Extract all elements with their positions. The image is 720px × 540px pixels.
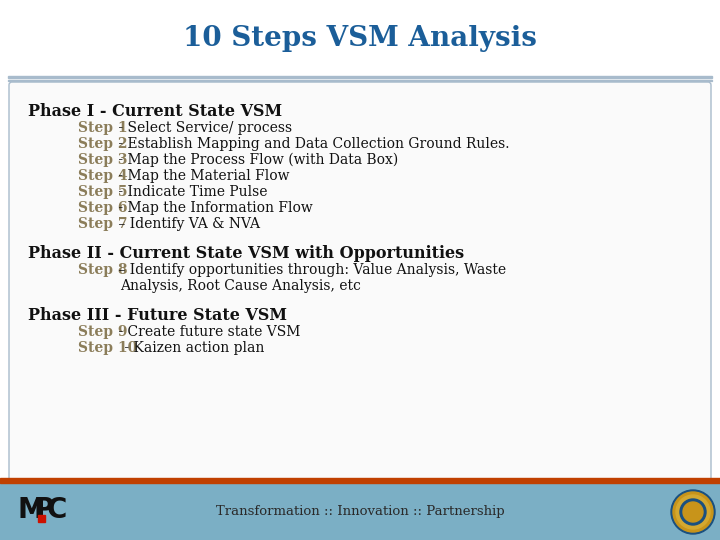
Text: Step 9: Step 9 xyxy=(78,325,127,339)
Text: Step 4: Step 4 xyxy=(78,169,127,183)
Text: - Establish Mapping and Data Collection Ground Rules.: - Establish Mapping and Data Collection … xyxy=(114,137,510,151)
Text: Step 3: Step 3 xyxy=(78,153,127,167)
Text: - Map the Material Flow: - Map the Material Flow xyxy=(114,169,289,183)
Text: Step 6: Step 6 xyxy=(78,201,127,215)
Text: P: P xyxy=(33,496,53,524)
Circle shape xyxy=(680,499,706,525)
Text: – Identify opportunities through: Value Analysis, Waste: – Identify opportunities through: Value … xyxy=(114,263,506,277)
Text: M: M xyxy=(18,496,45,524)
Bar xyxy=(0,478,720,483)
Text: Phase II - Current State VSM with Opportunities: Phase II - Current State VSM with Opport… xyxy=(28,245,464,262)
Text: Transformation :: Innovation :: Partnership: Transformation :: Innovation :: Partners… xyxy=(216,505,504,518)
Circle shape xyxy=(683,502,703,522)
Text: Step 10: Step 10 xyxy=(78,341,138,355)
Text: - Map the Process Flow (with Data Box): - Map the Process Flow (with Data Box) xyxy=(114,153,398,167)
Text: Analysis, Root Cause Analysis, etc: Analysis, Root Cause Analysis, etc xyxy=(120,279,361,293)
Text: - Indicate Time Pulse: - Indicate Time Pulse xyxy=(114,185,268,199)
Text: Phase III - Future State VSM: Phase III - Future State VSM xyxy=(28,307,287,324)
Text: Step 2: Step 2 xyxy=(78,137,127,151)
Bar xyxy=(0,0,720,75)
FancyBboxPatch shape xyxy=(9,82,711,483)
Text: Step 7: Step 7 xyxy=(78,217,127,231)
Circle shape xyxy=(673,492,713,532)
Text: 10 Steps VSM Analysis: 10 Steps VSM Analysis xyxy=(183,24,537,51)
Bar xyxy=(0,483,720,540)
Text: C: C xyxy=(47,496,68,524)
Text: – Identify VA & NVA: – Identify VA & NVA xyxy=(114,217,260,231)
Text: Step 8: Step 8 xyxy=(78,263,127,277)
Bar xyxy=(8,76,712,78)
Bar xyxy=(8,80,712,81)
Text: Step 5: Step 5 xyxy=(78,185,127,199)
Text: - Kaizen action plan: - Kaizen action plan xyxy=(120,341,264,355)
Circle shape xyxy=(676,495,710,529)
Text: - Create future state VSM: - Create future state VSM xyxy=(114,325,300,339)
Text: - Map the Information Flow: - Map the Information Flow xyxy=(114,201,312,215)
Bar xyxy=(38,515,45,522)
Circle shape xyxy=(671,490,715,534)
Text: Step 1: Step 1 xyxy=(78,121,127,135)
Text: - Select Service/ process: - Select Service/ process xyxy=(114,121,292,135)
Text: Phase I - Current State VSM: Phase I - Current State VSM xyxy=(28,103,282,120)
